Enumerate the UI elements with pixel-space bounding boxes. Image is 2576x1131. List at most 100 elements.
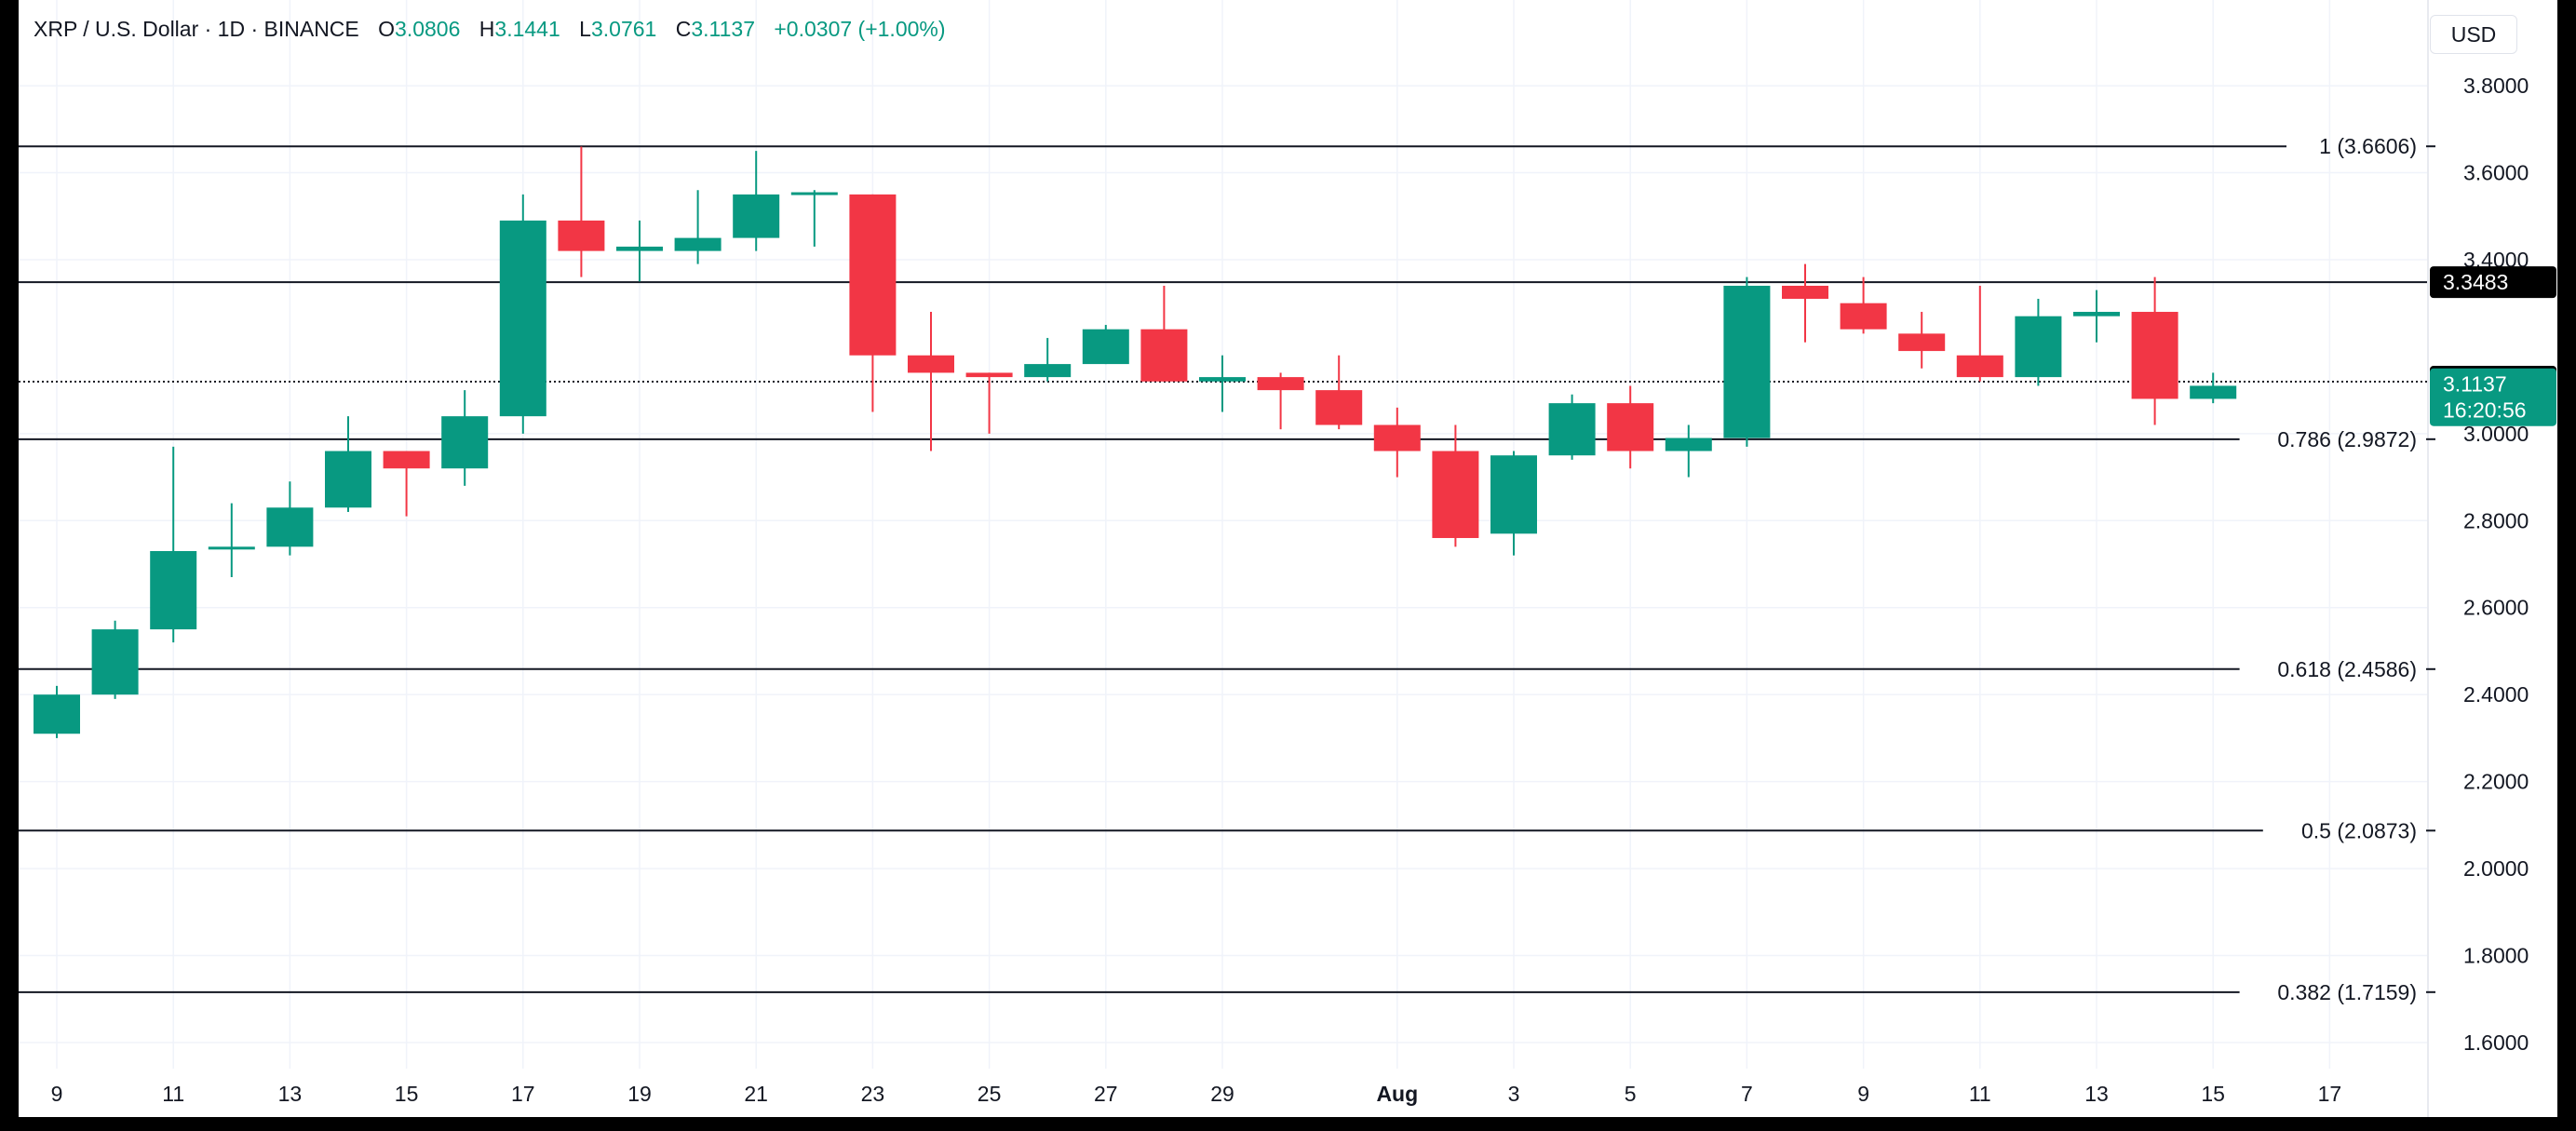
candle[interactable]	[908, 312, 954, 451]
candle-body	[1315, 390, 1363, 425]
candle-body	[441, 416, 489, 469]
candle-body	[1432, 451, 1479, 538]
candle-body	[150, 551, 197, 630]
candle[interactable]	[1782, 263, 1828, 343]
candles	[34, 146, 2237, 738]
candle[interactable]	[558, 146, 605, 277]
symbol-title: XRP / U.S. Dollar · 1D · BINANCE	[34, 17, 359, 41]
x-tick-label: 9	[1857, 1082, 1869, 1106]
candle[interactable]	[1898, 312, 1946, 369]
y-tick-label: 2.6000	[2463, 596, 2529, 620]
candle[interactable]	[2190, 372, 2237, 404]
candle[interactable]	[1315, 355, 1363, 430]
candle[interactable]	[1723, 276, 1771, 447]
candle[interactable]	[383, 451, 430, 517]
x-tick-label: 7	[1741, 1082, 1753, 1106]
candlestick-chart[interactable]: 1 (3.6606) 0.786 (2.9872) 0.618 (2.4586) 0.…	[19, 0, 2557, 1117]
candle-body	[1607, 403, 1654, 451]
x-tick-label: 17	[2318, 1082, 2342, 1106]
candle-body	[1257, 377, 1304, 391]
low-label: L	[579, 17, 591, 41]
candle[interactable]	[1082, 325, 1129, 365]
symbol-legend: XRP / U.S. Dollar · 1D · BINANCE O3.0806…	[34, 17, 946, 42]
candle-body	[1373, 424, 1421, 451]
candle[interactable]	[1199, 355, 1246, 412]
fib-level-label: 0.786 (2.9872)	[2277, 427, 2417, 451]
x-tick-label: 15	[2201, 1082, 2225, 1106]
candle[interactable]	[1024, 338, 1072, 382]
price-axis: 3.80003.60003.40003.00002.80002.60002.40…	[2463, 74, 2529, 1055]
candle-body	[2073, 312, 2120, 316]
candle-body	[1723, 285, 1771, 438]
candle-body	[208, 546, 255, 550]
x-tick-label: 29	[1210, 1082, 1234, 1106]
y-tick-label: 2.0000	[2463, 856, 2529, 881]
candle[interactable]	[733, 151, 780, 251]
candle[interactable]	[1607, 385, 1654, 469]
candle-body	[1082, 329, 1129, 365]
candle-body	[733, 194, 780, 238]
candle-body	[1782, 285, 1828, 300]
candle[interactable]	[1140, 285, 1188, 382]
candle-body	[558, 220, 605, 251]
marked-level-tag-text: 3.3483	[2443, 270, 2508, 294]
candle[interactable]	[2131, 276, 2178, 425]
horizontal-levels: 1 (3.6606) 0.786 (2.9872) 0.618 (2.4586) 0.…	[19, 134, 2435, 1004]
candle-body	[616, 246, 663, 251]
candle[interactable]	[1548, 394, 1596, 460]
candle[interactable]	[2015, 299, 2062, 386]
candle-body	[1024, 364, 1072, 378]
candle[interactable]	[1257, 372, 1304, 430]
x-tick-label: 23	[861, 1082, 885, 1106]
x-tick-label: 11	[1969, 1082, 1991, 1106]
chart-frame: 1 (3.6606) 0.786 (2.9872) 0.618 (2.4586) 0.…	[19, 0, 2557, 1117]
candle[interactable]	[1373, 407, 1421, 478]
candle[interactable]	[266, 481, 314, 556]
y-tick-label: 3.6000	[2463, 161, 2529, 185]
candle[interactable]	[965, 372, 1013, 434]
candle[interactable]	[2073, 289, 2120, 343]
y-tick-label: 2.2000	[2463, 770, 2529, 794]
currency-button[interactable]: USD	[2430, 15, 2517, 54]
x-tick-label: Aug	[1376, 1082, 1418, 1106]
x-tick-label: 17	[511, 1082, 535, 1106]
open-value: 3.0806	[395, 17, 461, 41]
y-tick-label: 2.4000	[2463, 682, 2529, 707]
fib-level-label: 0.382 (1.7159)	[2277, 980, 2417, 1004]
candle[interactable]	[91, 620, 139, 699]
candle[interactable]	[790, 190, 838, 247]
x-tick-label: 21	[744, 1082, 768, 1106]
candle-body	[1956, 355, 2003, 378]
high-value: 3.1441	[494, 17, 560, 41]
candle[interactable]	[34, 685, 80, 738]
candle[interactable]	[441, 390, 489, 486]
candle-body	[91, 629, 139, 695]
fib-level-label: 0.618 (2.4586)	[2277, 657, 2417, 681]
candle[interactable]	[208, 503, 255, 578]
y-tick-label: 2.8000	[2463, 508, 2529, 532]
candle[interactable]	[1432, 424, 1479, 547]
candle[interactable]	[1665, 424, 1712, 478]
y-tick-label: 3.8000	[2463, 74, 2529, 98]
x-tick-label: 5	[1625, 1082, 1637, 1106]
x-tick-label: 27	[1094, 1082, 1118, 1106]
candle[interactable]	[1956, 285, 2003, 382]
candle[interactable]	[325, 416, 371, 512]
candle[interactable]	[150, 446, 197, 643]
open-label: O	[378, 17, 396, 41]
x-tick-label: 3	[1508, 1082, 1520, 1106]
x-tick-label: 11	[162, 1082, 184, 1106]
high-label: H	[479, 17, 495, 41]
last-price-tag-bg	[2430, 368, 2556, 426]
candle[interactable]	[616, 220, 663, 282]
candle-body	[383, 451, 430, 469]
candle[interactable]	[1840, 276, 1887, 334]
candle[interactable]	[1490, 451, 1537, 556]
x-tick-label: 13	[278, 1082, 303, 1106]
last-price-tag-text: 16:20:56	[2443, 398, 2527, 423]
candle[interactable]	[674, 190, 722, 264]
candle[interactable]	[849, 194, 897, 412]
close-value: 3.1137	[691, 17, 755, 41]
candle[interactable]	[499, 194, 546, 434]
candle-body	[325, 451, 371, 508]
